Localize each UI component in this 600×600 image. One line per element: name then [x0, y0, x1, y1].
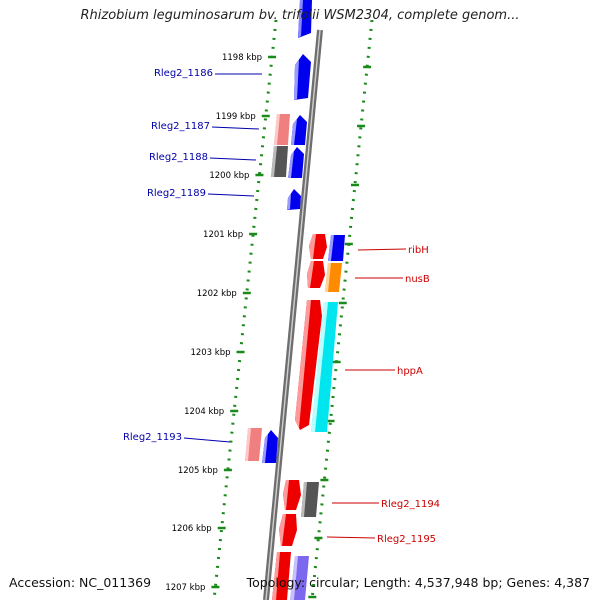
gene-features: [245, 0, 345, 600]
gene-label-rleg2-1189[interactable]: Rleg2_1189: [147, 188, 206, 199]
tick-label: 1199 kbp: [216, 112, 256, 122]
dotted-ring-guides: [212, 19, 374, 600]
tick-label: 1206 kbp: [172, 524, 212, 534]
gene-nusb[interactable]: [325, 263, 342, 292]
tick-label: 1203 kbp: [190, 348, 230, 358]
gene-rleg2-1187-pseudo[interactable]: [274, 114, 290, 145]
gene-top-partial[interactable]: [298, 0, 312, 38]
gene-label-rleg2-1187[interactable]: Rleg2_1187: [151, 121, 210, 132]
gene-label-ribh[interactable]: ribH: [408, 245, 429, 256]
gene-rleg2-1186[interactable]: [294, 54, 311, 100]
gene-label-rleg2-1186[interactable]: Rleg2_1186: [154, 68, 213, 79]
gene-label-rleg2-1194[interactable]: Rleg2_1194: [381, 499, 440, 510]
gene-bottom-partial-red[interactable]: [272, 552, 291, 600]
tick-label: 1207 kbp: [165, 583, 205, 593]
gene-rleg2-1188[interactable]: [288, 147, 304, 178]
gene-rleg2-1193[interactable]: [262, 430, 278, 463]
gene-rleg2-1188-gray[interactable]: [271, 146, 288, 177]
gene-rleg2-1193-pseudo[interactable]: [245, 428, 262, 461]
label-leader-line: [211, 126, 260, 130]
gene-label-rleg2-1195[interactable]: Rleg2_1195: [377, 534, 436, 545]
gene-bottom-partial-lavender[interactable]: [290, 556, 309, 600]
gene-labels: Rleg2_1186 Rleg2_1187 Rleg2_1188 Rleg2_1189…: [123, 68, 440, 545]
gene-hppa-red[interactable]: [295, 300, 322, 430]
gene-ribh[interactable]: [328, 235, 345, 261]
gene-label-rleg2-1188[interactable]: Rleg2_1188: [149, 152, 208, 163]
label-leader-line: [209, 157, 257, 161]
tick-label: 1200 kbp: [209, 171, 249, 181]
gene-label-rleg2-1193[interactable]: Rleg2_1193: [123, 432, 182, 443]
label-leader-line: [183, 437, 231, 443]
gene-rleg2-1189[interactable]: [287, 189, 301, 210]
gene-hppa[interactable]: [311, 302, 338, 432]
gene-rleg2-1194-red[interactable]: [283, 480, 301, 510]
dotted-ring-left: [212, 19, 278, 600]
page-title: Rhizobium leguminosarum bv. trifolii WSM…: [80, 8, 520, 23]
tick-label: 1204 kbp: [184, 407, 224, 417]
gene-label-nusb[interactable]: nusB: [405, 274, 430, 285]
tick-label: 1205 kbp: [178, 466, 218, 476]
backbone: [263, 29, 323, 600]
gene-label-hppa[interactable]: hppA: [397, 366, 423, 377]
tick-label: 1198 kbp: [222, 53, 262, 63]
label-leader-line: [326, 536, 376, 539]
gene-rleg2-1195[interactable]: [279, 514, 297, 546]
accession-label: Accession: NC_011369: [9, 575, 152, 590]
label-leader-line: [207, 193, 255, 197]
position-ticks: 1198 kbp 1199 kbp 1200 kbp 1201 kbp 1202 kbp…: [165, 53, 372, 599]
gene-nusb-red[interactable]: [307, 261, 325, 288]
tick-label: 1202 kbp: [197, 289, 237, 299]
tick-label: 1201 kbp: [203, 230, 243, 240]
gene-rleg2-1187[interactable]: [291, 115, 307, 145]
label-leader-line: [357, 248, 407, 251]
gene-ribh-red[interactable]: [309, 234, 327, 259]
genome-summary: Topology: circular; Length: 4,537,948 bp…: [246, 575, 590, 590]
gene-rleg2-1194[interactable]: [301, 482, 319, 517]
